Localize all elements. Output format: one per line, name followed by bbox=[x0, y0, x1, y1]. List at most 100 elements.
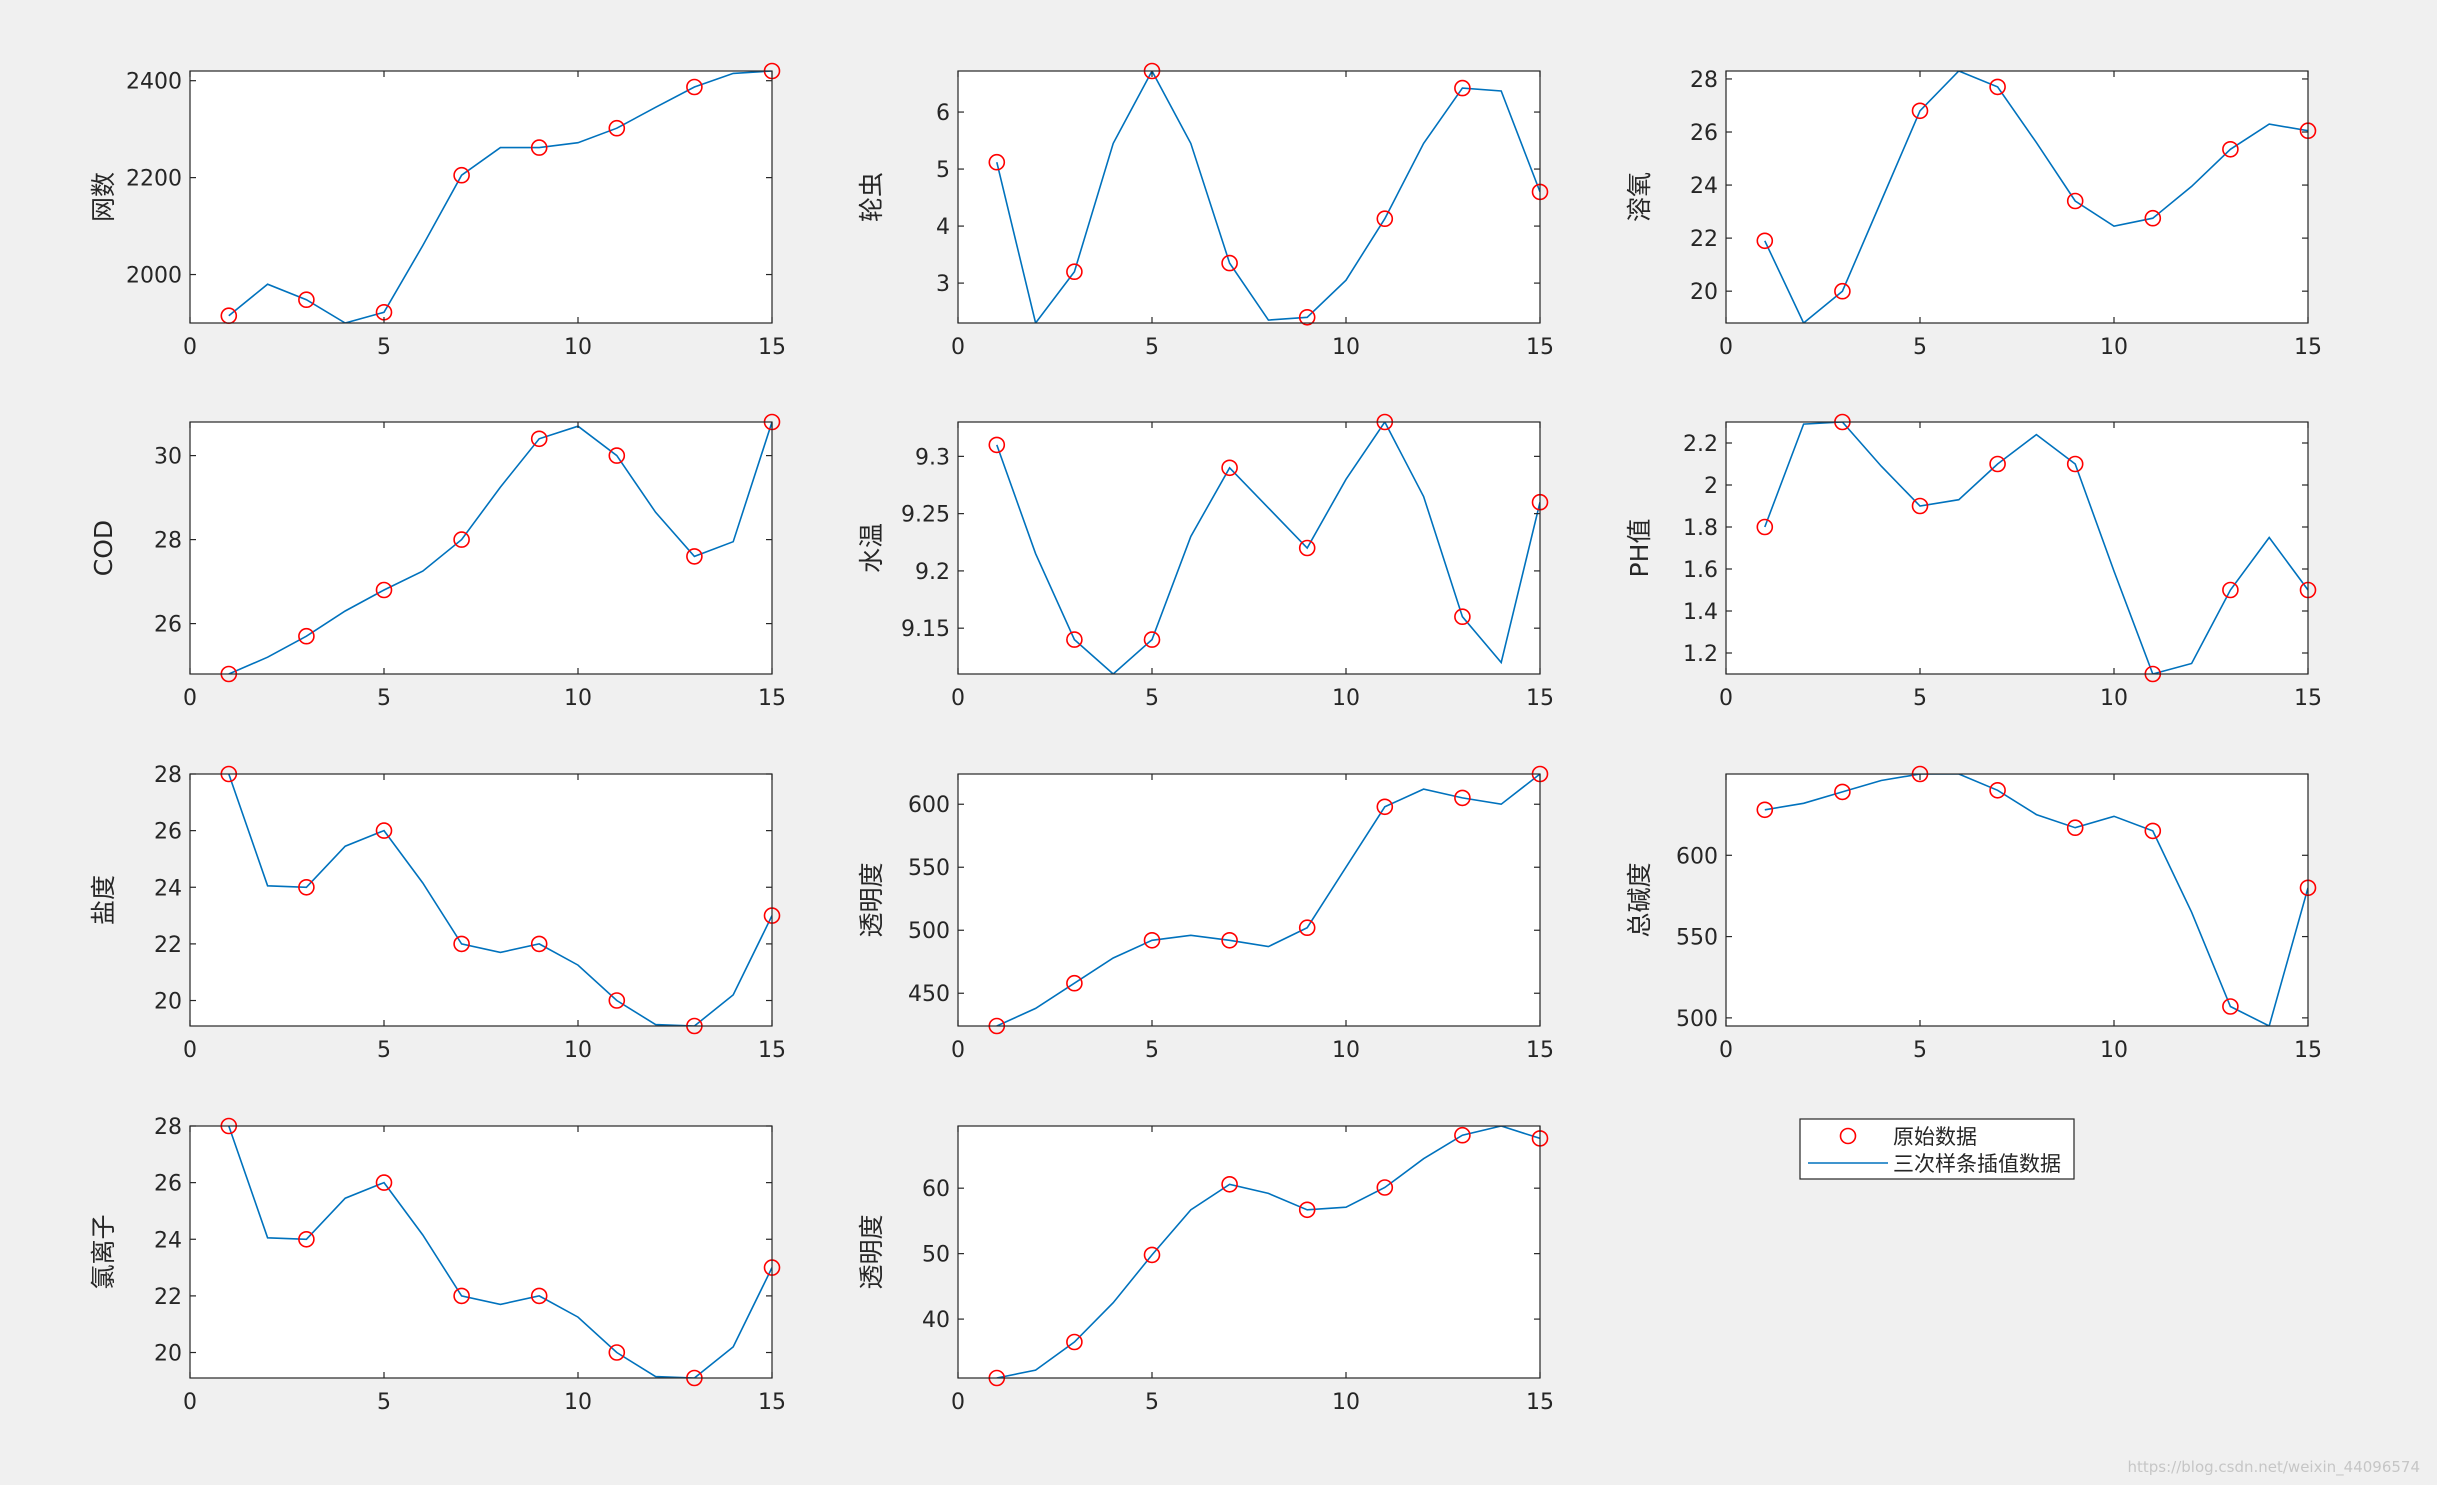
y-tick-label: 28 bbox=[154, 763, 182, 788]
y-tick-label: 4 bbox=[936, 215, 950, 240]
y-tick-label: 9.2 bbox=[915, 560, 950, 585]
y-tick-label: 600 bbox=[908, 793, 950, 818]
axes-background bbox=[1726, 774, 2308, 1026]
y-axis-label: 网数 bbox=[89, 172, 118, 222]
x-tick-label: 15 bbox=[2294, 1038, 2322, 1063]
raw-data-point bbox=[298, 1231, 315, 1248]
plot-area bbox=[1764, 774, 2308, 1026]
raw-data-point bbox=[298, 878, 315, 896]
x-tick-label: 15 bbox=[1526, 1390, 1554, 1415]
plot-area bbox=[1764, 71, 2308, 323]
axes-background bbox=[190, 71, 772, 323]
raw-data-point bbox=[1376, 798, 1394, 816]
x-tick-label: 10 bbox=[564, 1038, 592, 1063]
axes-background bbox=[190, 774, 772, 1026]
y-tick-label: 24 bbox=[154, 876, 182, 901]
raw-data-point bbox=[1221, 254, 1238, 272]
raw-data-point bbox=[608, 447, 626, 464]
plot-area bbox=[996, 71, 1540, 323]
plot-area bbox=[996, 1126, 1540, 1378]
raw-data-point bbox=[1989, 78, 2006, 96]
axes-frame bbox=[1725, 773, 2309, 1027]
x-tick-label: 0 bbox=[951, 1038, 965, 1063]
raw-data-point bbox=[2066, 819, 2084, 837]
legend-label-spline: 三次样条插值数据 bbox=[1893, 1152, 2061, 1176]
axes-frame bbox=[189, 70, 773, 324]
raw-data-point bbox=[1376, 210, 1394, 227]
raw-data-point bbox=[1454, 608, 1471, 626]
y-tick-label: 1.2 bbox=[1683, 642, 1718, 667]
x-tick-label: 10 bbox=[1332, 335, 1360, 360]
spline-series-line bbox=[996, 422, 1540, 674]
x-tick-label: 15 bbox=[758, 686, 786, 711]
raw-data-point bbox=[988, 436, 1006, 454]
x-tick-label: 15 bbox=[1526, 335, 1554, 360]
raw-data-point bbox=[298, 627, 315, 645]
axes-background bbox=[1726, 422, 2308, 674]
x-tick-label: 15 bbox=[758, 1038, 786, 1063]
y-tick-label: 6 bbox=[936, 101, 950, 126]
x-tick-label: 15 bbox=[2294, 686, 2322, 711]
x-tick-label: 10 bbox=[1332, 1390, 1360, 1415]
y-tick-label: 1.6 bbox=[1683, 558, 1718, 583]
x-tick-label: 5 bbox=[1145, 1390, 1159, 1415]
x-tick-label: 5 bbox=[1145, 686, 1159, 711]
axes-frame bbox=[189, 1125, 773, 1379]
x-tick-label: 0 bbox=[183, 1390, 197, 1415]
y-tick-label: 450 bbox=[908, 982, 950, 1007]
y-tick-label: 9.25 bbox=[901, 503, 950, 528]
y-tick-label: 24 bbox=[1690, 174, 1718, 199]
watermark-text: https://blog.csdn.net/weixin_44096574 bbox=[2127, 1458, 2420, 1477]
y-tick-label: 28 bbox=[154, 529, 182, 554]
y-tick-label: 20 bbox=[1690, 280, 1718, 305]
legend[interactable]: 原始数据 三次样条插值数据 bbox=[1799, 1118, 2075, 1180]
x-tick-label: 0 bbox=[1719, 686, 1733, 711]
raw-data-point bbox=[1066, 631, 1083, 648]
x-tick-label: 0 bbox=[951, 686, 965, 711]
y-tick-label: 550 bbox=[908, 856, 950, 881]
raw-data-point bbox=[608, 119, 626, 137]
raw-data-point bbox=[2066, 192, 2084, 210]
x-tick-label: 10 bbox=[1332, 686, 1360, 711]
raw-data-point bbox=[1756, 801, 1774, 819]
y-tick-label: 20 bbox=[154, 1342, 182, 1367]
y-tick-label: 28 bbox=[154, 1115, 182, 1140]
y-tick-label: 2200 bbox=[126, 167, 182, 192]
subplot-11: 0 5 10 15 40 50 60 透明度 bbox=[857, 1125, 1554, 1415]
raw-data-point bbox=[1989, 781, 2006, 799]
plot-area bbox=[228, 422, 772, 674]
x-tick-label: 5 bbox=[1145, 335, 1159, 360]
x-tick-label: 5 bbox=[377, 1038, 391, 1063]
y-tick-label: 2 bbox=[1704, 474, 1718, 499]
raw-data-point bbox=[1834, 783, 1851, 801]
x-tick-label: 5 bbox=[377, 686, 391, 711]
raw-data-point bbox=[988, 153, 1006, 171]
raw-data-point bbox=[453, 935, 470, 953]
x-tick-label: 10 bbox=[564, 686, 592, 711]
subplot-1: 0 5 10 15 2000 2200 2400 网数 bbox=[89, 62, 786, 360]
y-tick-label: 500 bbox=[908, 919, 950, 944]
plot-area bbox=[996, 774, 1540, 1026]
y-tick-label: 40 bbox=[922, 1308, 950, 1333]
x-tick-label: 10 bbox=[564, 335, 592, 360]
raw-data-point bbox=[1143, 931, 1161, 949]
y-axis-label: 水温 bbox=[857, 523, 886, 573]
raw-data-point bbox=[686, 78, 703, 96]
raw-data-point bbox=[530, 139, 548, 156]
axes-background bbox=[958, 1126, 1540, 1378]
y-axis-label: COD bbox=[89, 520, 118, 576]
y-axis-label: 透明度 bbox=[857, 1214, 886, 1289]
raw-data-point bbox=[608, 1344, 626, 1361]
x-tick-label: 0 bbox=[183, 1038, 197, 1063]
y-axis-label: PH值 bbox=[1625, 519, 1654, 578]
axes-frame bbox=[957, 773, 1541, 1027]
x-tick-label: 0 bbox=[183, 686, 197, 711]
raw-data-point bbox=[298, 291, 315, 309]
y-tick-label: 500 bbox=[1676, 1007, 1718, 1032]
x-tick-label: 15 bbox=[1526, 686, 1554, 711]
raw-data-point bbox=[1834, 282, 1851, 300]
raw-data-point bbox=[1376, 1179, 1394, 1196]
x-tick-label: 10 bbox=[1332, 1038, 1360, 1063]
